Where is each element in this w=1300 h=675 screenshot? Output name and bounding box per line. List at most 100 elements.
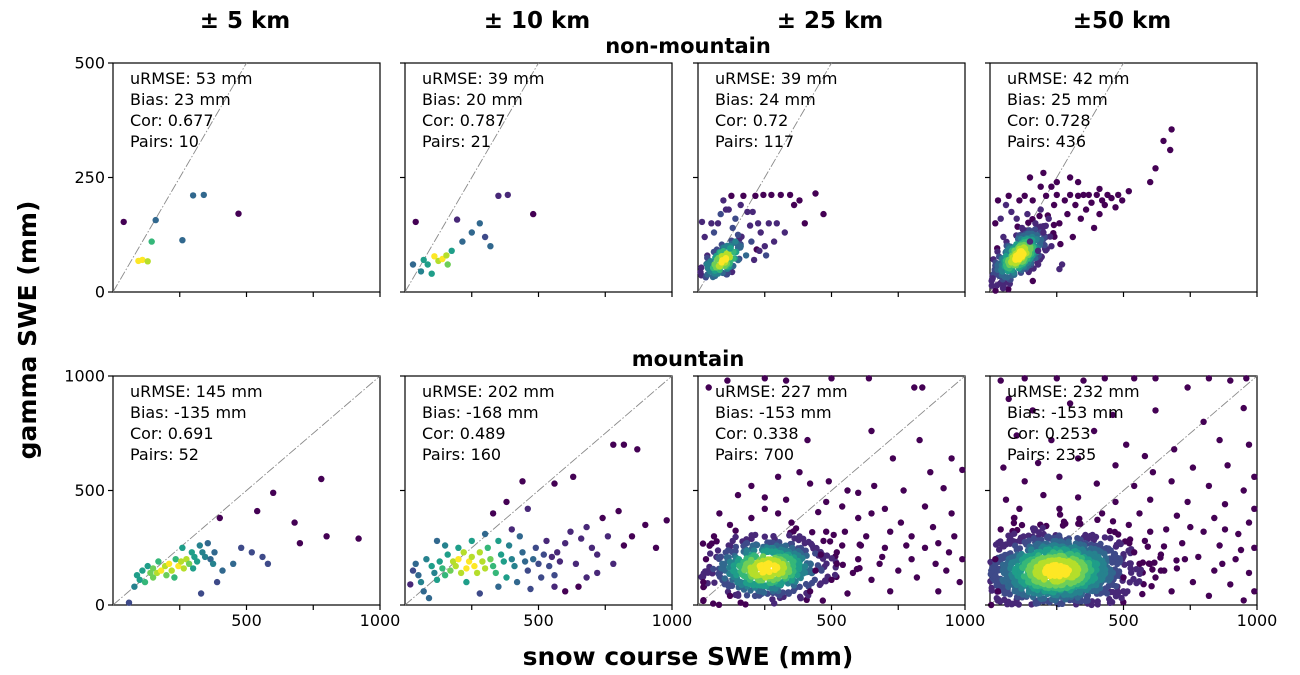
stat-line: uRMSE: 39 mm bbox=[715, 69, 837, 88]
stat-line: uRMSE: 227 mm bbox=[715, 382, 848, 401]
data-point bbox=[487, 556, 494, 563]
data-point bbox=[415, 572, 422, 579]
panel-frame bbox=[404, 62, 673, 293]
data-point bbox=[782, 377, 790, 384]
data-point bbox=[1147, 178, 1154, 186]
data-point bbox=[1184, 498, 1191, 506]
data-point bbox=[948, 510, 955, 517]
data-point bbox=[714, 547, 722, 554]
data-point bbox=[1121, 561, 1128, 568]
data-point bbox=[1029, 197, 1036, 204]
data-point bbox=[431, 569, 438, 577]
data-point bbox=[1000, 464, 1007, 471]
data-point bbox=[994, 248, 1001, 255]
data-point bbox=[812, 190, 819, 197]
data-point bbox=[828, 555, 835, 562]
data-point bbox=[903, 542, 910, 549]
data-point bbox=[756, 247, 763, 254]
data-point bbox=[177, 558, 185, 565]
data-point bbox=[443, 252, 450, 259]
data-point bbox=[1074, 494, 1082, 501]
data-point bbox=[489, 510, 497, 517]
data-point bbox=[801, 540, 808, 547]
data-point bbox=[1027, 547, 1035, 554]
data-point bbox=[1112, 543, 1120, 550]
data-point bbox=[318, 475, 325, 483]
data-point bbox=[868, 510, 875, 517]
data-point bbox=[726, 592, 734, 599]
data-point bbox=[1005, 286, 1012, 293]
data-point bbox=[201, 553, 209, 561]
data-point bbox=[484, 544, 491, 551]
data-point bbox=[743, 592, 751, 599]
data-point bbox=[1101, 201, 1109, 209]
data-point bbox=[699, 540, 707, 547]
data-point bbox=[700, 578, 707, 586]
data-point bbox=[578, 535, 585, 542]
data-point bbox=[1184, 384, 1191, 391]
data-point bbox=[505, 542, 513, 549]
data-point bbox=[1189, 464, 1197, 471]
data-point bbox=[1048, 243, 1055, 250]
data-point bbox=[743, 550, 750, 558]
data-point bbox=[583, 523, 590, 531]
data-point bbox=[698, 218, 706, 226]
data-point bbox=[1052, 567, 1059, 574]
data-point bbox=[516, 533, 523, 540]
data-point bbox=[932, 560, 939, 567]
panel-non-mountain-2: uRMSE: 39 mm Bias: 20 mm Cor: 0.787 Pairs: … bbox=[400, 62, 673, 297]
data-point bbox=[1101, 375, 1109, 382]
data-point bbox=[530, 210, 537, 218]
data-point bbox=[702, 556, 710, 563]
data-point bbox=[796, 469, 803, 476]
data-point bbox=[732, 547, 739, 555]
data-point bbox=[1205, 375, 1213, 382]
data-point bbox=[762, 252, 770, 259]
data-point bbox=[1094, 598, 1101, 605]
data-point bbox=[1189, 578, 1197, 586]
data-point bbox=[468, 553, 475, 561]
data-point bbox=[988, 601, 995, 609]
data-point bbox=[144, 562, 151, 570]
data-point bbox=[1042, 192, 1050, 199]
one-to-one-line bbox=[112, 375, 381, 606]
data-point bbox=[853, 565, 861, 573]
data-point bbox=[575, 583, 582, 590]
data-point bbox=[431, 253, 438, 260]
data-point bbox=[270, 489, 277, 496]
data-point bbox=[897, 519, 905, 526]
data-point bbox=[264, 560, 272, 567]
data-point bbox=[519, 549, 526, 556]
data-point bbox=[1141, 537, 1149, 545]
data-point bbox=[1053, 178, 1061, 186]
stat-line: Pairs: 21 bbox=[422, 132, 491, 151]
data-point bbox=[992, 541, 1000, 548]
data-point bbox=[463, 565, 470, 572]
x-tick-label: 1000 bbox=[360, 611, 401, 630]
data-point bbox=[828, 375, 835, 382]
y-tick-label: 0 bbox=[95, 596, 105, 615]
panel-frame bbox=[112, 62, 381, 293]
data-point bbox=[444, 551, 451, 558]
data-point bbox=[705, 384, 712, 391]
data-point bbox=[911, 384, 918, 391]
point-group bbox=[407, 441, 670, 602]
data-point bbox=[471, 562, 478, 570]
data-point bbox=[748, 514, 755, 522]
stat-line: Pairs: 160 bbox=[422, 445, 501, 464]
data-point bbox=[711, 579, 718, 586]
data-point bbox=[1152, 165, 1159, 172]
data-point bbox=[806, 480, 814, 487]
data-point bbox=[620, 441, 628, 448]
data-point bbox=[448, 247, 455, 254]
data-point bbox=[1152, 407, 1159, 414]
data-point bbox=[1074, 178, 1082, 186]
data-point bbox=[790, 201, 798, 209]
data-point bbox=[935, 540, 942, 547]
data-point bbox=[1149, 469, 1157, 476]
data-point bbox=[540, 551, 547, 558]
data-point bbox=[748, 238, 755, 245]
data-point bbox=[1021, 192, 1028, 199]
data-point bbox=[811, 576, 818, 583]
data-point bbox=[1167, 146, 1174, 154]
